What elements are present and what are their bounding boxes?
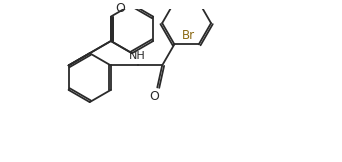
Text: NH: NH	[129, 51, 146, 61]
Text: O: O	[149, 90, 159, 103]
Text: Br: Br	[182, 29, 195, 42]
Text: O: O	[116, 2, 126, 15]
